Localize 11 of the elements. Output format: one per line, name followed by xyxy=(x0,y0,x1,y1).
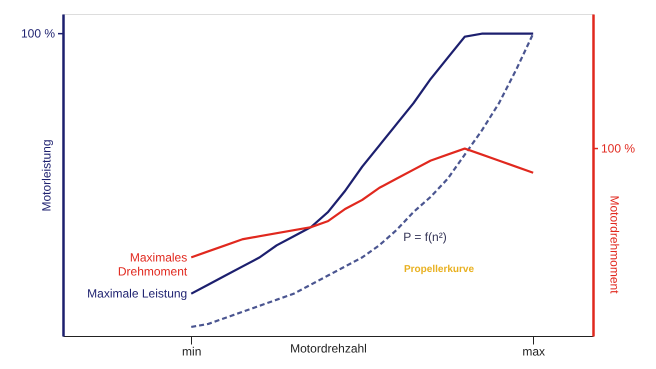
annotation: Propellerkurve xyxy=(404,264,474,275)
series-label: Maximale Leistung xyxy=(87,286,188,301)
x-axis-title: Motordrehzahl xyxy=(290,342,367,356)
series-label: Maximales Drehmoment xyxy=(118,250,188,278)
x-tick-label: min xyxy=(182,344,202,358)
annotation: P = f(n²) xyxy=(403,230,447,244)
text: 100 % xyxy=(601,142,636,156)
text: 100 % xyxy=(20,26,56,41)
y2-axis-title: Motordrehmoment xyxy=(608,195,622,294)
x-tick-label: max xyxy=(522,344,545,358)
y-axis-title: Motorleistung xyxy=(40,139,54,212)
